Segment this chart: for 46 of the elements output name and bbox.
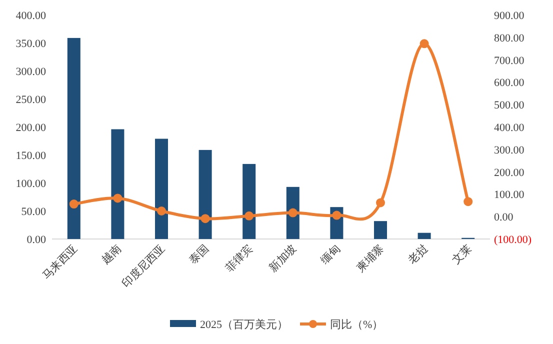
- point: [464, 197, 473, 206]
- point: [288, 208, 298, 218]
- point: [113, 194, 122, 203]
- y2-tick-label: 300.00: [494, 144, 525, 156]
- y2-tick-label: 500.00: [494, 100, 525, 112]
- y-tick-label: 50.00: [21, 206, 46, 218]
- y2-tick-label: 0.00: [494, 212, 514, 224]
- point: [200, 214, 210, 224]
- point: [157, 206, 166, 216]
- x-tick-label: 新加坡: [266, 242, 300, 274]
- y2-tick-label: 400.00: [494, 122, 525, 134]
- y-tick-label: 350.00: [16, 38, 46, 50]
- y2-tick-label: 900.00: [494, 10, 525, 22]
- x-tick-label: 缅甸: [318, 242, 343, 267]
- x-tick-label: 老挝: [406, 242, 430, 267]
- legend-label: 同比（%）: [330, 318, 384, 331]
- y-tick-label: 400.00: [16, 10, 46, 22]
- y2-tick-label: 600.00: [494, 77, 525, 90]
- bar: [374, 221, 387, 239]
- point: [420, 39, 429, 48]
- y-tick-label: 100.00: [16, 178, 46, 190]
- x-tick-label: 泰国: [187, 242, 212, 267]
- x-tick-label: 柬埔寨: [354, 242, 387, 274]
- bar: [418, 232, 431, 239]
- y-tick-label: 300.00: [16, 66, 46, 78]
- x-tick-label: 文莱: [449, 242, 474, 267]
- y-tick-label: 200.00: [16, 122, 46, 134]
- x-tick-label: 菲律宾: [222, 242, 256, 274]
- y2-tick-label: (100.00): [494, 234, 532, 246]
- bar: [198, 150, 212, 239]
- bar: [67, 38, 80, 239]
- x-tick-label: 越南: [99, 242, 124, 267]
- y2-tick-label: 200.00: [494, 166, 525, 179]
- point: [376, 198, 385, 208]
- y2-tick-label: 700.00: [494, 54, 525, 67]
- bar: [155, 138, 168, 239]
- bar: [111, 129, 124, 239]
- legend-label: 2025（百万美元）: [200, 318, 288, 331]
- y2-tick-label: 100.00: [494, 189, 525, 202]
- y-tick-label: 250.00: [16, 94, 46, 106]
- point: [244, 211, 254, 220]
- y2-tick-label: 800.00: [494, 32, 525, 44]
- y-tick-label: 150.00: [16, 150, 46, 162]
- point: [69, 200, 78, 209]
- point: [332, 210, 342, 220]
- bar: [242, 164, 256, 239]
